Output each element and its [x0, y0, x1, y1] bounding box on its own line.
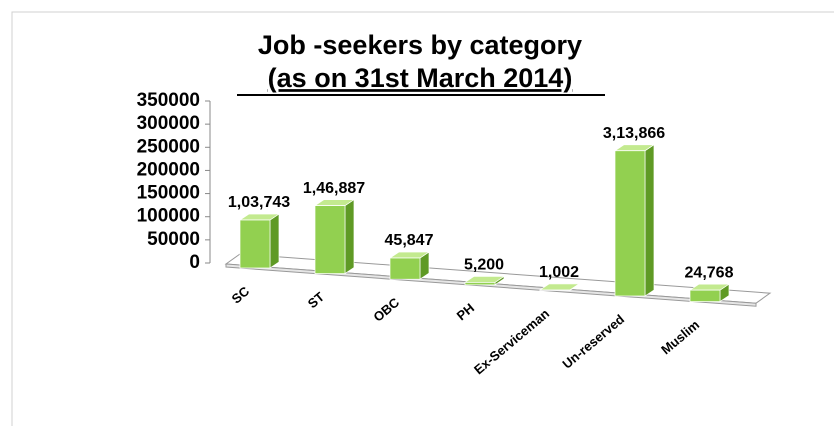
bar-face — [644, 144, 655, 297]
y-tick-label: 50000 — [147, 229, 200, 250]
bar-face — [344, 198, 355, 275]
bar-face — [389, 257, 421, 280]
bar-face — [464, 282, 496, 286]
y-tick-label: 300000 — [137, 113, 200, 134]
bar-face — [614, 150, 646, 297]
bar — [613, 144, 656, 297]
bar-face — [689, 289, 721, 302]
x-tick-label: SC — [229, 283, 253, 306]
y-tick-label: 0 — [189, 252, 200, 273]
bar — [313, 198, 356, 275]
chart-title: Job -seekers by category — [258, 30, 582, 60]
value-label: 5,200 — [464, 257, 504, 274]
value-label: 1,46,887 — [303, 180, 365, 197]
x-tick-label: PH — [454, 300, 477, 323]
bar — [538, 283, 581, 292]
bar — [238, 213, 281, 269]
bar-face — [314, 205, 346, 274]
y-tick-label: 100000 — [137, 206, 200, 227]
y-tick-label: 150000 — [137, 183, 200, 204]
bar-face — [239, 219, 271, 269]
chart-subtitle: (as on 31st March 2014) — [268, 63, 573, 93]
x-tick-label: Un-reserved — [559, 311, 627, 371]
value-label: 24,768 — [685, 264, 734, 281]
value-label: 1,03,743 — [228, 194, 290, 211]
bar-face — [269, 213, 280, 269]
bar — [388, 251, 431, 280]
bar — [463, 275, 506, 286]
y-tick-label: 350000 — [137, 90, 200, 111]
y-tick-label: 250000 — [137, 136, 200, 157]
y-tick-label: 200000 — [137, 159, 200, 180]
bar — [688, 283, 731, 303]
x-tick-label: ST — [305, 289, 327, 311]
value-label: 1,002 — [539, 264, 579, 281]
frame — [11, 11, 834, 426]
value-label: 3,13,866 — [603, 125, 665, 142]
x-tick-label: Ex-Serviceman — [471, 306, 552, 377]
x-tick-label: OBC — [370, 294, 402, 324]
value-label: 45,847 — [385, 232, 434, 249]
x-tick-label: Muslim — [658, 317, 702, 357]
